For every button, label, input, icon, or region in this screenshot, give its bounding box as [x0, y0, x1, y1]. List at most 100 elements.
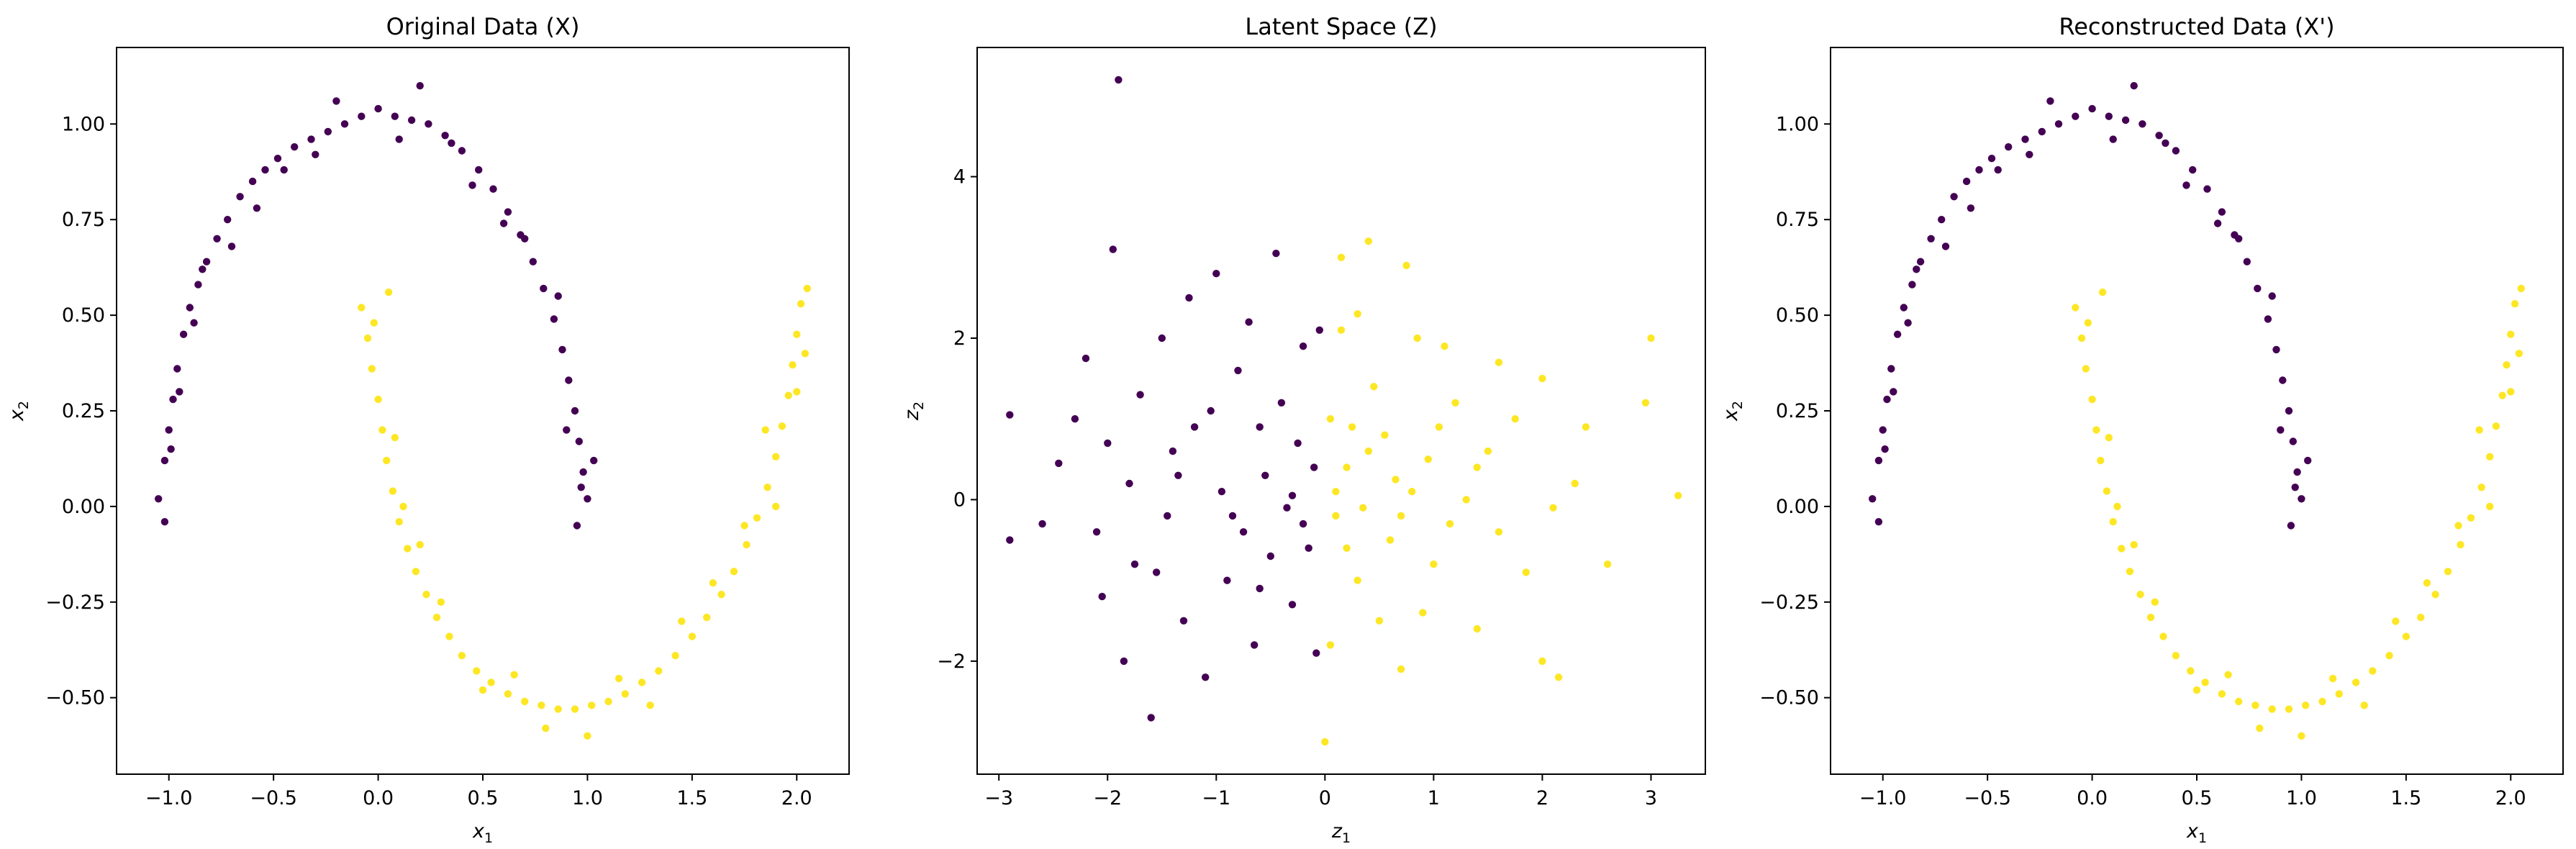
scatter-point-class-1	[437, 598, 445, 606]
scatter-point-class-1	[2187, 667, 2195, 675]
scatter-point-class-0	[391, 112, 399, 120]
scatter-point-class-0	[1987, 155, 1996, 163]
x-axis-label: x1	[472, 820, 493, 846]
scatter-points	[155, 82, 812, 740]
scatter-point-class-0	[2189, 165, 2197, 174]
scatter-point-class-0	[2121, 116, 2130, 124]
scatter-point-class-1	[2328, 674, 2337, 683]
scatter-point-class-1	[2417, 613, 2425, 622]
scatter-point-class-1	[2511, 300, 2519, 308]
scatter-point-class-1	[614, 674, 623, 683]
scatter-point-class-0	[2021, 135, 2029, 143]
scatter-point-class-1	[2477, 483, 2485, 491]
scatter-point-class-1	[554, 705, 562, 713]
scatter-point-class-0	[2038, 127, 2046, 136]
scatter-point-class-1	[1473, 625, 1481, 633]
scatter-point-class-0	[1071, 415, 1079, 423]
scatter-point-class-1	[1582, 423, 1590, 431]
scatter-point-class-1	[1647, 334, 1655, 342]
scatter-point-class-0	[2289, 437, 2297, 445]
scatter-point-class-1	[621, 690, 629, 698]
x-tick-label: −0.5	[1964, 787, 2011, 809]
scatter-point-class-1	[1402, 261, 1410, 270]
scatter-point-class-0	[1908, 281, 1916, 289]
scatter-point-class-1	[1446, 519, 1454, 528]
scatter-point-class-1	[1473, 463, 1481, 471]
y-tick-label: −0.25	[1759, 591, 1819, 614]
scatter-point-class-0	[1207, 407, 1215, 415]
scatter-point-class-0	[573, 522, 581, 530]
scatter-point-class-1	[1364, 237, 1373, 245]
scatter-point-class-0	[577, 483, 585, 491]
scatter-point-class-1	[1326, 641, 1335, 649]
y-tick-label: 0.25	[1776, 400, 1819, 422]
scatter-point-class-0	[213, 235, 221, 242]
scatter-point-class-0	[554, 292, 562, 300]
scatter-point-class-1	[389, 487, 397, 495]
scatter-point-class-0	[1109, 245, 1117, 253]
scatter-point-class-0	[1879, 426, 1887, 434]
scatter-point-class-1	[2298, 732, 2305, 740]
scatter-point-class-0	[550, 315, 558, 323]
scatter-point-class-0	[1900, 304, 1908, 312]
scatter-point-class-0	[374, 104, 382, 113]
scatter-point-class-0	[1234, 366, 1242, 375]
scatter-point-class-1	[538, 702, 545, 709]
y-tick-label: 0.75	[1776, 209, 1819, 231]
scatter-point-class-0	[2130, 82, 2138, 90]
scatter-point-class-1	[2515, 350, 2523, 358]
scatter-point-class-1	[2498, 391, 2506, 399]
scatter-point-class-1	[1495, 528, 1503, 536]
scatter-point-class-0	[1305, 544, 1312, 552]
scatter-point-class-0	[1147, 714, 1155, 722]
panel-reconstructed-data: Reconstructed Data (X') x1 x2 −1.0 −0.5 0.…	[1720, 13, 2564, 846]
scatter-point-class-0	[324, 127, 332, 136]
scatter-point-class-0	[590, 456, 598, 465]
scatter-point-class-1	[1386, 536, 1394, 544]
scatter-point-class-1	[370, 319, 378, 327]
scatter-point-class-0	[1256, 423, 1264, 431]
scatter-point-class-1	[1326, 415, 1335, 423]
x-tick-label: 1.5	[2390, 787, 2421, 809]
scatter-point-class-1	[479, 686, 487, 694]
scatter-point-class-0	[1941, 242, 1950, 250]
scatter-point-class-1	[2486, 453, 2494, 460]
scatter-point-class-1	[473, 667, 481, 675]
scatter-point-class-1	[378, 426, 386, 434]
scatter-point-class-1	[2392, 617, 2400, 625]
scatter-point-class-0	[160, 456, 169, 465]
scatter-point-class-0	[1913, 265, 1920, 273]
scatter-point-class-0	[1283, 504, 1291, 512]
scatter-point-class-0	[2072, 112, 2080, 120]
scatter-point-class-0	[1164, 512, 1171, 520]
scatter-point-class-1	[1353, 310, 1361, 318]
scatter-point-class-1	[2118, 545, 2126, 553]
panel-original-data: Original Data (X) x1 x2 −1.0 −0.5 0.0 0.5 1.…	[6, 13, 850, 846]
scatter-point-class-1	[2256, 725, 2264, 732]
scatter-point-class-0	[1006, 411, 1014, 419]
scatter-point-class-1	[1408, 488, 1416, 496]
scatter-point-class-1	[422, 591, 430, 599]
scatter-point-class-0	[489, 185, 497, 193]
scatter-point-class-1	[717, 591, 725, 599]
scatter-point-class-1	[2072, 304, 2080, 312]
scatter-point-class-0	[1294, 439, 1302, 448]
scatter-point-class-1	[2507, 388, 2515, 396]
scatter-point-class-0	[1904, 319, 1912, 327]
scatter-point-class-0	[1212, 270, 1220, 278]
scatter-point-class-0	[1223, 576, 1231, 584]
scatter-point-class-1	[2457, 540, 2464, 549]
scatter-point-class-0	[194, 281, 202, 289]
x-tick-label: 2.0	[781, 787, 812, 809]
scatter-point-class-1	[793, 330, 801, 338]
scatter-point-class-1	[2146, 613, 2155, 622]
scatter-point-class-0	[1185, 294, 1193, 302]
scatter-point-class-0	[1994, 165, 2002, 174]
scatter-point-class-0	[499, 219, 508, 227]
scatter-point-class-1	[1430, 560, 1438, 568]
scatter-point-class-1	[416, 540, 424, 549]
scatter-point-class-1	[2402, 632, 2411, 640]
scatter-point-class-1	[688, 632, 697, 640]
scatter-point-class-0	[2254, 284, 2262, 293]
